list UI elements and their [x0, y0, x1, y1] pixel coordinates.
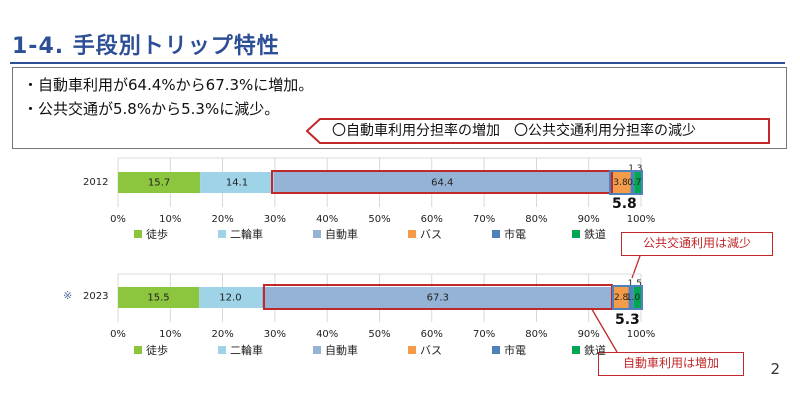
- bar-value-label: 15.5: [147, 292, 170, 303]
- x-tick-label: 40%: [316, 214, 339, 225]
- bar-value-label: 0.7: [627, 177, 642, 188]
- car-highlight-box: [271, 170, 613, 194]
- summary-line-car: ・自動車利用が64.4%から67.3%に増加。: [23, 76, 314, 94]
- legend-swatch: [408, 230, 416, 238]
- x-tick-label: 80%: [525, 214, 548, 225]
- legend-item: 自動車: [313, 226, 358, 242]
- summary-callout: 〇自動車利用分担率の増加 〇公共交通利用分担率の減少: [306, 118, 770, 144]
- bar-value-label: 2.8: [613, 292, 629, 303]
- legend-item: 二輪車: [218, 226, 263, 242]
- x-tick-label: 80%: [525, 329, 548, 340]
- legend-item: 徒歩: [134, 342, 168, 358]
- legend-label: 二輪車: [230, 344, 263, 357]
- legend-swatch: [492, 346, 500, 354]
- bar-value-label: 64.4: [431, 177, 454, 188]
- legend-item: 鉄道: [572, 342, 606, 358]
- x-tick-label: 10%: [159, 214, 182, 225]
- legend-item: 徒歩: [134, 226, 168, 242]
- x-tick-label: 20%: [211, 214, 234, 225]
- x-tick-label: 30%: [263, 214, 287, 225]
- summary-box: ・自動車利用が64.4%から67.3%に増加。 ・公共交通が5.8%から5.3%…: [12, 67, 787, 149]
- legend-label: 自動車: [325, 228, 358, 241]
- page-number: 2: [770, 360, 780, 378]
- legend-label: バス: [420, 344, 442, 357]
- x-tick-label: 100%: [626, 214, 656, 225]
- page-title: 1-4. 手段別トリップ特性: [12, 34, 280, 59]
- x-tick-label: 30%: [263, 329, 287, 340]
- legend-label: 鉄道: [584, 344, 606, 357]
- legend-label: 鉄道: [584, 228, 606, 241]
- legend-swatch: [572, 346, 580, 354]
- bar-value-label: 3.8: [613, 177, 628, 188]
- legend-item: 二輪車: [218, 342, 263, 358]
- legend-item: バス: [408, 226, 442, 242]
- x-tick-label: 50%: [368, 329, 391, 340]
- title-underline: [10, 62, 785, 64]
- bar-value-label: 12.0: [219, 292, 242, 303]
- legend-swatch: [134, 346, 142, 354]
- x-tick-label: 100%: [626, 329, 656, 340]
- legend-swatch: [313, 346, 321, 354]
- x-tick-label: 90%: [577, 329, 600, 340]
- bar-value-label: 1.0: [625, 292, 641, 303]
- legend-label: 市電: [504, 228, 526, 241]
- legend-swatch: [492, 230, 500, 238]
- x-tick-label: 40%: [316, 329, 339, 340]
- public-total-2023: 5.3: [615, 312, 640, 328]
- note-car-increase: 自動車利用は増加: [598, 352, 744, 376]
- legend-swatch: [218, 230, 226, 238]
- legend-item: 自動車: [313, 342, 358, 358]
- connector-public: [631, 255, 641, 279]
- x-tick-label: 90%: [577, 214, 600, 225]
- x-tick-label: 60%: [420, 214, 443, 225]
- x-tick-label: 0%: [110, 329, 126, 340]
- bar-value-label: 1.3: [628, 164, 643, 174]
- legend-item: 市電: [492, 342, 526, 358]
- legend-label: バス: [420, 228, 442, 241]
- x-tick-label: 10%: [159, 329, 182, 340]
- x-tick-label: 70%: [472, 329, 496, 340]
- legend-label: 徒歩: [146, 344, 168, 357]
- x-tick-label: 20%: [211, 329, 234, 340]
- x-tick-label: 70%: [472, 214, 496, 225]
- legend-item: 鉄道: [572, 226, 606, 242]
- x-tick-label: 60%: [420, 329, 443, 340]
- note-public-decrease: 公共交通利用は減少: [621, 232, 773, 256]
- x-tick-label: 0%: [110, 214, 126, 225]
- legend-label: 徒歩: [146, 228, 168, 241]
- legend-swatch: [572, 230, 580, 238]
- asterisk-mark: ※: [63, 289, 73, 302]
- summary-line-public: ・公共交通が5.8%から5.3%に減少。: [23, 100, 280, 118]
- callout-text: 〇自動車利用分担率の増加 〇公共交通利用分担率の減少: [332, 123, 696, 139]
- legend-swatch: [218, 346, 226, 354]
- legend-swatch: [134, 230, 142, 238]
- callout-arrow-shape: [306, 118, 770, 144]
- legend-label: 市電: [504, 344, 526, 357]
- x-tick-label: 50%: [368, 214, 391, 225]
- public-highlight-box: [608, 170, 643, 195]
- legend-swatch: [313, 230, 321, 238]
- category-label: 2012: [83, 177, 109, 188]
- legend-label: 自動車: [325, 344, 358, 357]
- legend-item: 市電: [492, 226, 526, 242]
- legend-label: 二輪車: [230, 228, 263, 241]
- bar-value-label: 14.1: [225, 177, 249, 188]
- bar-value-label: 15.7: [147, 177, 171, 188]
- legend-item: バス: [408, 342, 442, 358]
- public-total-2012: 5.8: [612, 196, 637, 212]
- bar-value-label: 67.3: [426, 292, 449, 303]
- category-label: 2023: [83, 291, 109, 302]
- car-highlight-box: [263, 284, 613, 310]
- legend-swatch: [408, 346, 416, 354]
- bar-value-label: 1.5: [627, 279, 642, 289]
- public-highlight-box: [611, 285, 643, 310]
